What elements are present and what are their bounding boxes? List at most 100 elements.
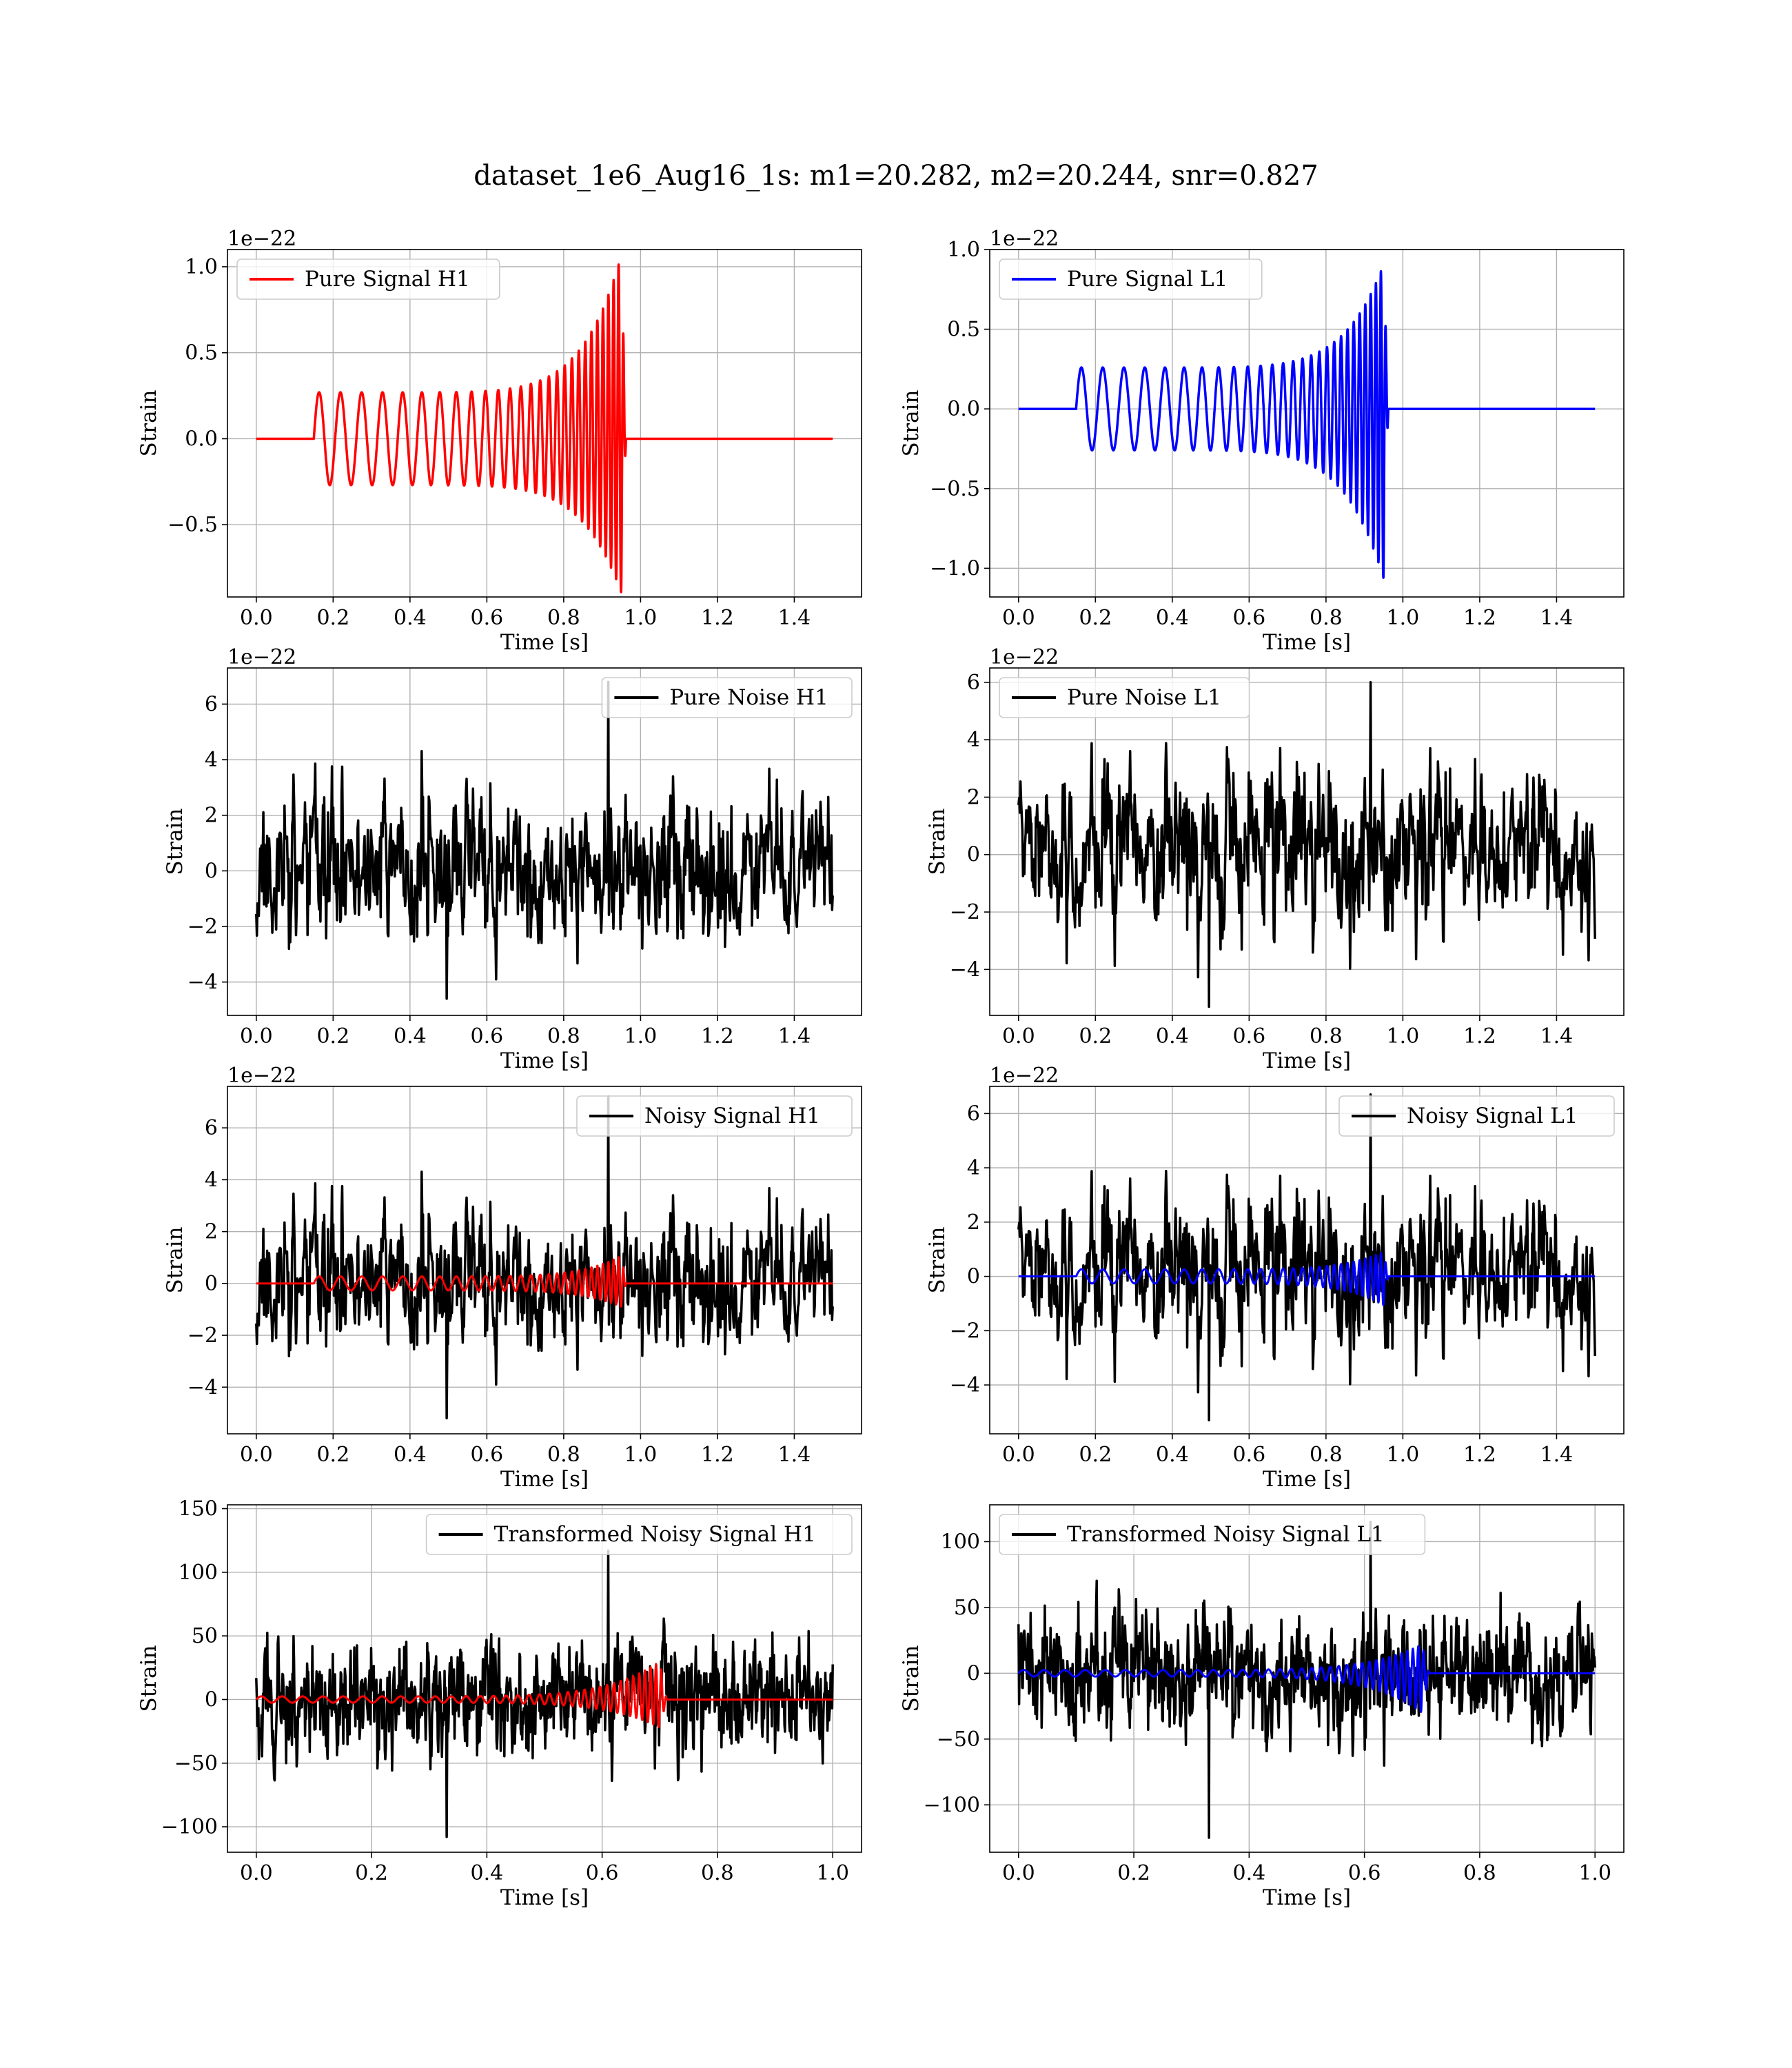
y-tick-label: 1.0 xyxy=(947,238,980,262)
x-axis-label: Time [s] xyxy=(1263,1467,1351,1492)
y-axis-label: Strain xyxy=(925,809,950,875)
series-line-noise xyxy=(1017,1521,1596,1839)
x-tick-label: 0.8 xyxy=(1310,1024,1343,1048)
x-tick-label: 1.0 xyxy=(624,1024,658,1048)
series-line-noise xyxy=(255,1095,834,1420)
axes-frame xyxy=(227,1086,862,1435)
legend-label: Transformed Noisy Signal H1 xyxy=(494,1522,816,1547)
y-tick-label: −100 xyxy=(924,1793,980,1817)
y-tick-label: 0 xyxy=(967,1265,980,1289)
x-tick-label: 0.0 xyxy=(240,1443,273,1467)
legend-label: Pure Signal L1 xyxy=(1067,267,1228,292)
series-line-signal xyxy=(255,1256,834,1308)
legend-box xyxy=(1338,1095,1615,1137)
y-tick-label: 6 xyxy=(967,671,980,695)
y-tick-label: 6 xyxy=(205,692,218,716)
y-tick-label: 2 xyxy=(967,785,980,809)
series-line-noise xyxy=(255,680,834,1000)
y-tick-label: 6 xyxy=(967,1102,980,1126)
y-axis-label: Strain xyxy=(925,1227,950,1294)
legend-box xyxy=(236,258,500,300)
y-tick-label: 0 xyxy=(205,859,218,883)
y-tick-label: 6 xyxy=(205,1116,218,1140)
x-tick-label: 0.0 xyxy=(240,606,273,630)
legend-box xyxy=(576,1095,853,1137)
legend-box xyxy=(999,258,1263,300)
x-tick-label: 0.4 xyxy=(1156,1443,1189,1467)
tick-group: 0.0 0.2 0.4 0.6 0.8 1.0 1.2 1.4 −4 −2 0 2 4 6 xyxy=(950,1102,1574,1467)
x-tick-label: 0.4 xyxy=(1156,1024,1189,1048)
y-tick-label: 0 xyxy=(967,843,980,867)
y-tick-label: −50 xyxy=(937,1727,980,1752)
y-tick-label: −4 xyxy=(187,1375,218,1399)
x-tick-label: 1.2 xyxy=(701,1024,734,1048)
x-tick-label: 1.2 xyxy=(1463,1443,1496,1467)
y-tick-label: 1.0 xyxy=(185,255,218,279)
axes-frame xyxy=(227,249,862,598)
y-axis-label: Strain xyxy=(899,1645,924,1712)
x-tick-label: 0.0 xyxy=(1002,1024,1035,1048)
y-tick-label: 2 xyxy=(205,804,218,828)
x-tick-label: 0.8 xyxy=(547,606,580,630)
x-tick-label: 0.8 xyxy=(1310,1443,1343,1467)
y-offset-text: 1e−22 xyxy=(990,645,1059,669)
x-tick-label: 0.0 xyxy=(240,1024,273,1048)
x-tick-label: 1.0 xyxy=(816,1861,849,1885)
y-tick-label: 2 xyxy=(205,1220,218,1244)
x-tick-label: 0.6 xyxy=(1233,606,1266,630)
y-axis-label: Strain xyxy=(899,390,924,457)
y-tick-label: −4 xyxy=(187,971,218,995)
x-tick-label: 0.0 xyxy=(1002,1861,1035,1885)
x-tick-label: 0.8 xyxy=(1310,606,1343,630)
axes-frame xyxy=(227,667,862,1016)
legend: Noisy Signal H1 xyxy=(576,1095,853,1137)
y-offset-text: 1e−22 xyxy=(227,645,296,669)
y-tick-label: 0.5 xyxy=(185,341,218,365)
y-tick-label: 150 xyxy=(179,1497,218,1521)
subplot-row1-left: 0.0 0.2 0.4 0.6 0.8 1.0 1.2 1.4 −0.5 0.0 0.5 1.0 Tim… xyxy=(136,227,862,655)
legend: Transformed Noisy Signal H1 xyxy=(425,1514,853,1555)
x-tick-label: 0.6 xyxy=(471,1024,504,1048)
x-tick-label: 0.6 xyxy=(1348,1861,1381,1885)
legend-box xyxy=(999,677,1250,718)
y-tick-label: −0.5 xyxy=(167,513,218,537)
x-tick-label: 0.8 xyxy=(1463,1861,1496,1885)
series-group xyxy=(1017,270,1596,579)
legend-box xyxy=(425,1514,853,1555)
x-axis-label: Time [s] xyxy=(1263,1048,1351,1073)
y-tick-label: −2 xyxy=(187,915,218,939)
series-line-signal xyxy=(255,263,834,594)
x-tick-label: 0.8 xyxy=(701,1861,734,1885)
subplot-row3-left: 0.0 0.2 0.4 0.6 0.8 1.0 1.2 1.4 −4 −2 0 2 4 6 Time [s]… xyxy=(163,1064,862,1492)
legend: Pure Signal H1 xyxy=(236,258,500,300)
legend: Noisy Signal L1 xyxy=(1338,1095,1615,1137)
x-tick-label: 1.2 xyxy=(1463,1024,1496,1048)
x-axis-label: Time [s] xyxy=(500,1885,589,1910)
legend-box xyxy=(601,677,853,718)
series-group xyxy=(255,1549,834,1838)
x-tick-label: 1.4 xyxy=(778,606,811,630)
series-group xyxy=(1017,1521,1596,1839)
series-group xyxy=(1017,1093,1596,1422)
y-tick-label: 4 xyxy=(967,728,980,752)
tick-group: 0.0 0.2 0.4 0.6 0.8 1.0 1.2 1.4 −4 −2 0 2 4 6 xyxy=(187,692,811,1048)
x-tick-label: 1.0 xyxy=(1387,606,1420,630)
x-tick-label: 1.4 xyxy=(778,1024,811,1048)
y-tick-label: −2 xyxy=(950,900,980,924)
grid-lines xyxy=(227,1086,862,1434)
legend: Pure Noise H1 xyxy=(601,677,853,718)
x-tick-label: 1.0 xyxy=(1387,1443,1420,1467)
y-offset-text: 1e−22 xyxy=(227,1064,296,1088)
x-tick-label: 1.0 xyxy=(624,1443,658,1467)
x-tick-label: 0.2 xyxy=(1079,1443,1112,1467)
y-tick-label: 4 xyxy=(205,1168,218,1192)
x-axis-label: Time [s] xyxy=(500,1048,589,1073)
x-tick-label: 0.2 xyxy=(316,1024,349,1048)
x-tick-label: 0.2 xyxy=(355,1861,388,1885)
y-axis-label: Strain xyxy=(136,1645,161,1712)
series-line-signal xyxy=(1017,1252,1596,1306)
y-tick-label: 0.0 xyxy=(947,397,980,421)
y-offset-text: 1e−22 xyxy=(990,227,1059,251)
axes-frame xyxy=(989,249,1625,598)
tick-group: 0.0 0.2 0.4 0.6 0.8 1.0 1.2 1.4 −4 −2 0 2 4 6 xyxy=(950,671,1574,1048)
